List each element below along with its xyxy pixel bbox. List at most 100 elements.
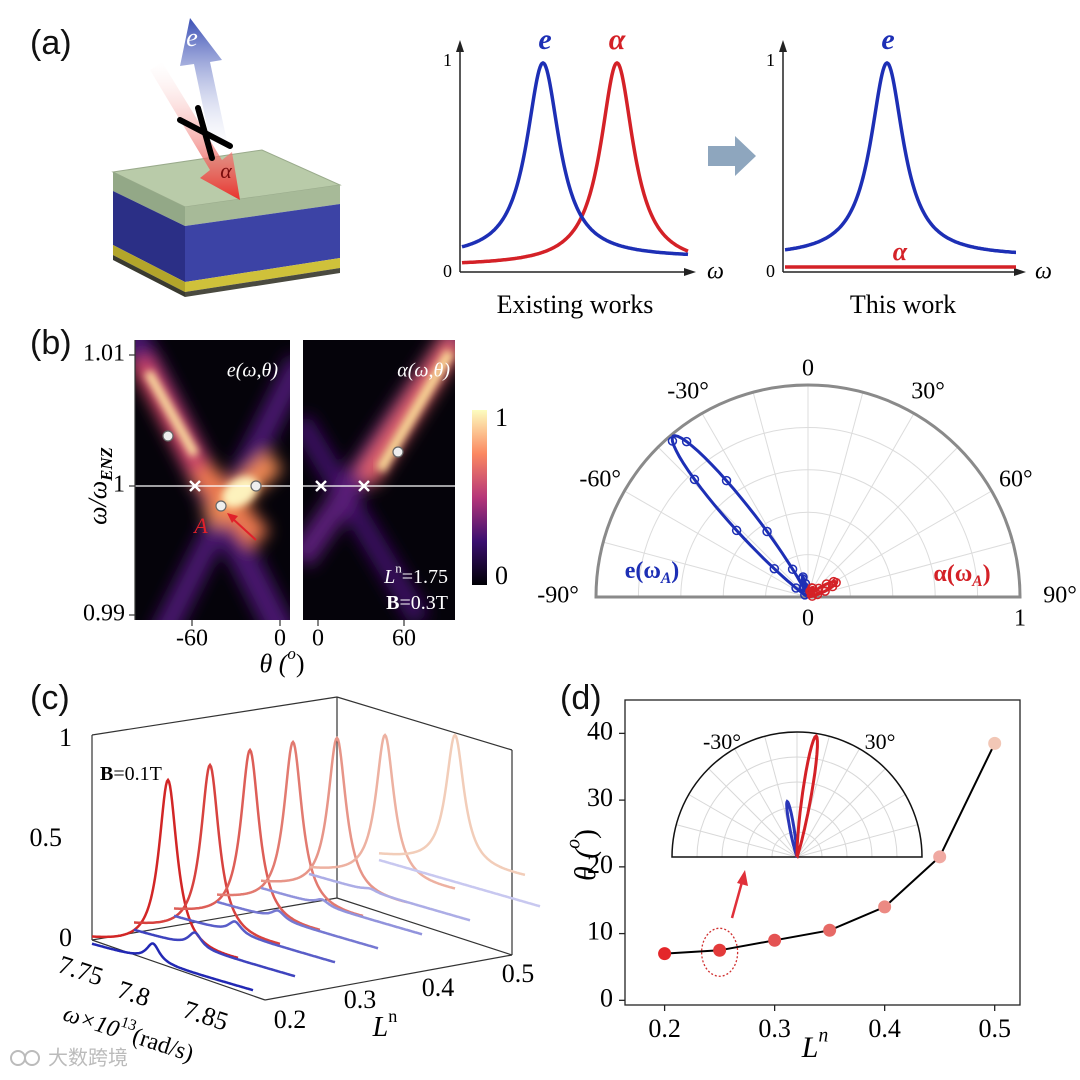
caption: Existing works (497, 290, 654, 319)
lobe-label-part: A (971, 573, 982, 590)
polar-grid-spoke (807, 392, 864, 598)
polar-grid-spoke (624, 490, 809, 598)
inset-angle-label: -30° (703, 729, 741, 754)
x-axis-label-part: o (287, 644, 295, 663)
polar-angle-label: 60° (999, 467, 1033, 493)
x-axis-label-part: L (801, 1031, 819, 1064)
x-axis-label: Ln (801, 1026, 828, 1064)
polar-angle-label: -30° (667, 379, 709, 405)
transition-arrow (708, 136, 756, 176)
emission-lobe-marker (721, 475, 732, 486)
lobe-label: α(ωA) (933, 561, 990, 590)
emission-lobe-marker (762, 526, 772, 537)
polar-grid-spoke (752, 392, 809, 598)
heatmap-markers (135, 430, 455, 512)
y-tick-label: 0 (443, 261, 452, 281)
polar-grid (594, 383, 1022, 601)
emission-curve (784, 61, 1016, 255)
colorbar (472, 410, 487, 585)
highlight-ring (700, 927, 739, 977)
absorption-lobe-marker (807, 591, 817, 601)
panel-label: (d) (560, 679, 602, 717)
y-tick-label: 20 (587, 850, 613, 879)
y-tick-label: 0.2 (274, 1005, 307, 1034)
y-axis-label: Ln (372, 1006, 398, 1043)
polar-angle-label: -60° (579, 467, 621, 493)
absorption-lobe-marker (812, 589, 823, 600)
x-axis-label-part: 13 (119, 1013, 139, 1034)
layered-block (111, 149, 342, 297)
y-axis-label-part: θ ( (569, 847, 602, 881)
polar-angle-label: 30° (911, 379, 945, 405)
x-tick-label: 0.4 (868, 1014, 901, 1043)
watermark-icon (10, 1050, 40, 1066)
waterfall-emission (308, 872, 471, 922)
inset-grid-spoke (796, 794, 906, 858)
waterfall-absorption (134, 762, 281, 946)
y-tick-label: 0.99 (83, 601, 125, 627)
caption: This work (850, 290, 956, 319)
x-axis-label: ω (1035, 259, 1052, 285)
y-tick-label: 10 (587, 917, 613, 946)
panel-label: (c) (30, 679, 70, 717)
map-frame (129, 340, 405, 626)
polar-grid-spoke (657, 446, 809, 598)
inset-angle-label: 30° (865, 729, 896, 754)
parameter-label: B=0.3T (386, 592, 448, 614)
y-tick-label: 1 (443, 50, 452, 70)
panel-label: (b) (30, 324, 72, 362)
inset-grid-spoke (676, 824, 798, 858)
y-axis-label-part: L (372, 1012, 389, 1043)
y-tick-label: 0.5 (502, 959, 535, 988)
polar-angle-label: 0 (802, 356, 814, 382)
lobe-label: e(ωA) (625, 558, 680, 587)
waterfall-absorption (173, 747, 321, 932)
emission-lobe-marker (787, 564, 798, 574)
peak-label: e (538, 23, 551, 56)
colorbar-tick-label: 1 (495, 403, 508, 432)
map-label: α(ω,θ) (397, 360, 450, 382)
inset-outline (671, 731, 923, 858)
x-tick-label: 0.3 (758, 1014, 791, 1043)
waterfall-absorption (308, 733, 456, 890)
y-axis-label: θ (o) (564, 829, 602, 881)
polar-grid-spoke (807, 413, 915, 598)
heatmap-alpha (303, 340, 455, 620)
x-tick-label: 0 (312, 626, 324, 652)
waterfall-emission (260, 886, 423, 936)
y-axis-label-part: ω/ω (83, 481, 112, 525)
plot-axes (456, 40, 1026, 276)
arrow-label: e (186, 23, 198, 52)
y-tick-label: 0 (766, 261, 775, 281)
emission-lobe-marker (731, 525, 742, 536)
polar-angle-label: 90° (1043, 583, 1077, 609)
inset-grid-spoke (708, 768, 798, 858)
absorption-lobe-marker (820, 586, 830, 596)
waterfall-emission (91, 942, 254, 992)
data-point (713, 943, 727, 957)
panel-label: (a) (30, 24, 72, 62)
x-tick-label: 0 (274, 626, 286, 652)
parameter-label-part: L (383, 566, 395, 588)
arrow-label: α (220, 158, 232, 183)
waterfall-emission (173, 914, 336, 964)
x-axis-label-part: ω×10 (60, 1000, 122, 1042)
data-point (878, 900, 892, 914)
data-point (658, 947, 672, 961)
polar-outline (594, 383, 1022, 599)
y-axis-label-part: o (564, 839, 585, 849)
lobe-label-part: ) (671, 558, 679, 584)
data-point (933, 850, 947, 864)
emission-lobe-marker (681, 436, 692, 447)
lobe-label-part: A (660, 570, 671, 587)
y-tick-label: 1 (113, 472, 125, 498)
data-point (823, 923, 837, 937)
polar-grid-spoke (603, 541, 809, 598)
x-axis-label-part: (rad/s) (129, 1023, 197, 1067)
parameter-label-part: B (386, 592, 399, 614)
peak-label: e (881, 23, 894, 56)
waterfall-absorption (92, 777, 239, 960)
y-tick-label: 0 (600, 983, 613, 1012)
emission-lobe-marker (667, 436, 678, 446)
